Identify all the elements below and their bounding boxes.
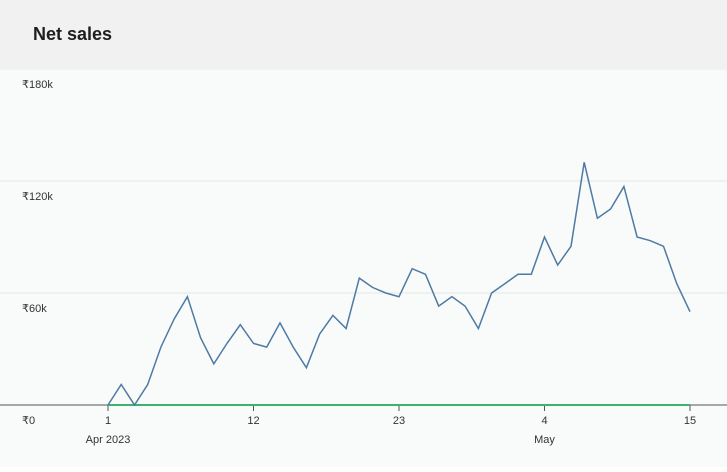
line-series <box>107 162 691 407</box>
y-tick-label: ₹60k <box>22 303 47 315</box>
y-tick-label: ₹0 <box>22 415 35 427</box>
x-tick-label: 23 <box>393 415 405 427</box>
x-tick-label: 12 <box>247 415 259 427</box>
plot-bg <box>0 69 727 467</box>
y-tick-label: ₹120k <box>22 191 53 203</box>
x-tick-label: 15 <box>684 415 696 427</box>
x-tick-label: 1 <box>105 415 111 427</box>
y-tick-label: ₹180k <box>22 79 53 91</box>
chart-title: Net sales <box>33 24 112 44</box>
header <box>0 0 727 68</box>
x-group-label: Apr 2023 <box>86 434 131 446</box>
x-group-label: May <box>534 434 555 446</box>
x-tick-label: 4 <box>541 415 547 427</box>
